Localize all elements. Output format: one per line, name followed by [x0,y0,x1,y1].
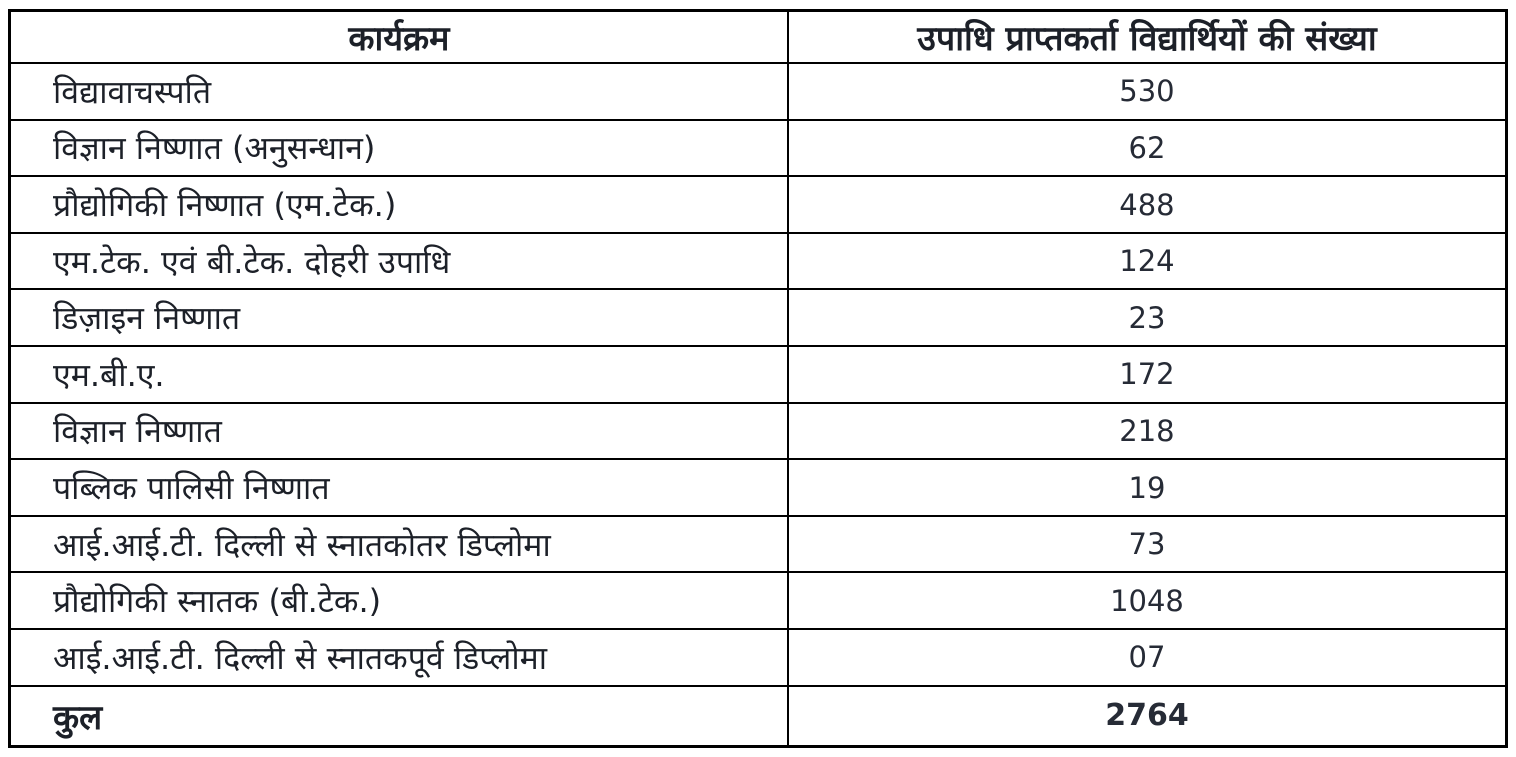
count-cell: 218 [786,401,1508,461]
count-cell: 19 [786,458,1508,517]
count-cell: 530 [786,62,1508,121]
total-count-cell: 2764 [786,684,1508,748]
table-row: विज्ञान निष्णात (अनुसन्धान) 62 [8,118,1508,178]
table-row: डिज़ाइन निष्णात 23 [8,288,1508,348]
program-cell: पब्लिक पालिसी निष्णात [8,458,789,517]
table-row: प्रौद्योगिकी स्नातक (बी.टेक.) 1048 [8,571,1508,631]
program-cell: प्रौद्योगिकी निष्णात (एम.टेक.) [8,175,789,234]
table-row: आई.आई.टी. दिल्ली से स्नातकोतर डिप्लोमा 7… [8,514,1508,574]
program-cell: विज्ञान निष्णात [8,401,789,461]
count-cell: 172 [786,345,1508,404]
table-row: एम.टेक. एवं बी.टेक. दोहरी उपाधि 124 [8,231,1508,291]
count-cell: 1048 [786,571,1508,631]
program-cell: डिज़ाइन निष्णात [8,288,789,348]
total-label-cell: कुल [8,684,789,748]
header-row: कार्यक्रम उपाधि प्राप्तकर्ता विद्यार्थिय… [8,9,1508,64]
count-cell: 73 [786,514,1508,574]
table-row: प्रौद्योगिकी निष्णात (एम.टेक.) 488 [8,175,1508,234]
count-cell: 488 [786,175,1508,234]
table-row: एम.बी.ए. 172 [8,345,1508,404]
program-cell: एम.बी.ए. [8,345,789,404]
count-cell: 124 [786,231,1508,291]
table-row: विज्ञान निष्णात 218 [8,401,1508,461]
table-row: पब्लिक पालिसी निष्णात 19 [8,458,1508,517]
count-cell: 23 [786,288,1508,348]
table-row: आई.आई.टी. दिल्ली से स्नातकपूर्व डिप्लोमा… [8,628,1508,687]
program-column-header: कार्यक्रम [8,9,789,64]
table-row: विद्यावाचस्पति 530 [8,62,1508,121]
program-cell: विज्ञान निष्णात (अनुसन्धान) [8,118,789,178]
program-cell: एम.टेक. एवं बी.टेक. दोहरी उपाधि [8,231,789,291]
program-cell: प्रौद्योगिकी स्नातक (बी.टेक.) [8,571,789,631]
total-row: कुल 2764 [8,684,1508,748]
degree-recipients-table: कार्यक्रम उपाधि प्राप्तकर्ता विद्यार्थिय… [8,9,1508,748]
count-column-header: उपाधि प्राप्तकर्ता विद्यार्थियों की संख्… [786,9,1508,64]
program-cell: आई.आई.टी. दिल्ली से स्नातकपूर्व डिप्लोमा [8,628,789,687]
program-cell: आई.आई.टी. दिल्ली से स्नातकोतर डिप्लोमा [8,514,789,574]
count-cell: 07 [786,628,1508,687]
count-cell: 62 [786,118,1508,178]
program-cell: विद्यावाचस्पति [8,62,789,121]
